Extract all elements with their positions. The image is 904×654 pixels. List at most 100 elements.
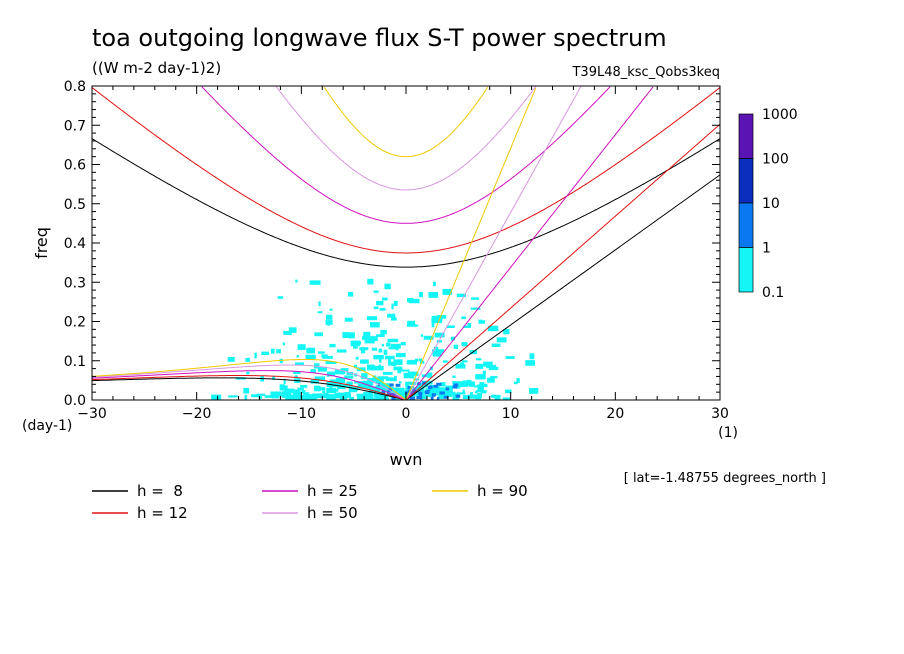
spectrum-cell xyxy=(297,387,304,391)
spectrum-cell xyxy=(309,280,321,285)
spectrum-cell xyxy=(367,397,376,400)
spectrum-cell xyxy=(406,323,416,327)
spectrum-cell xyxy=(487,325,499,332)
spectrum-cell xyxy=(379,357,382,363)
spectrum-cell xyxy=(264,395,275,398)
spectrum-cell xyxy=(348,291,354,297)
spectrum-cell xyxy=(356,367,366,372)
spectrum-cell xyxy=(319,387,326,391)
spectrum-cell xyxy=(478,319,483,324)
spectrum-cell xyxy=(356,397,365,400)
spectrum-cell xyxy=(482,383,488,388)
spectrum-cell xyxy=(431,315,443,321)
spectrum-cell xyxy=(387,338,399,343)
spectrum-cell xyxy=(325,320,333,325)
spectrum-cell xyxy=(346,381,353,386)
spectrum-cell xyxy=(388,361,396,366)
spectrum-cell xyxy=(373,306,379,310)
spectrum-cell xyxy=(456,392,466,395)
spectrum-cell-strong xyxy=(388,387,392,391)
spectrum-cell xyxy=(398,381,402,384)
spectrum-cell xyxy=(342,332,351,339)
spectrum-cell xyxy=(428,389,439,393)
spectrum-cell xyxy=(277,296,284,299)
spectrum-cell xyxy=(423,335,434,340)
colorbar-swatch xyxy=(738,202,754,248)
spectrum-cell xyxy=(487,377,495,383)
spectrum-cell xyxy=(254,352,257,359)
spectrum-cell-strong xyxy=(387,393,393,397)
spectrum-cell xyxy=(392,362,397,367)
spectrum-cell xyxy=(442,288,452,295)
spectrum-cell xyxy=(383,349,388,355)
spectrum-cell xyxy=(452,375,456,378)
spectrum-cell xyxy=(496,337,507,343)
spectrum-cell xyxy=(281,392,292,398)
spectrum-cell xyxy=(376,300,384,306)
spectrum-cell xyxy=(462,380,471,385)
colorbar-label: 1 xyxy=(762,241,771,257)
spectrum-cell xyxy=(505,389,512,394)
spectrum-cell xyxy=(243,387,250,394)
spectrum-cell xyxy=(291,390,296,394)
spectrum-cell xyxy=(286,396,290,399)
y-tick-label: 0.0 xyxy=(64,393,86,409)
spectrum-cell xyxy=(384,283,391,290)
spectrum-cell xyxy=(529,353,535,360)
spectrum-cell xyxy=(421,380,433,385)
spectrum-cell xyxy=(377,376,389,380)
chart-title: toa outgoing longwave flux S-T power spe… xyxy=(92,24,667,52)
spectrum-cell xyxy=(360,349,366,354)
spectrum-cell xyxy=(477,393,482,398)
kelvin-curve-h90 xyxy=(405,87,537,401)
spectrum-cell xyxy=(294,362,305,366)
spectrum-cell xyxy=(458,382,468,387)
spectrum-cell xyxy=(427,372,433,378)
spectrum-cell xyxy=(382,297,388,301)
spectrum-cell xyxy=(325,361,337,365)
spectrum-cell xyxy=(450,336,455,341)
spectrum-cell xyxy=(227,356,235,362)
spectrum-cell xyxy=(364,339,375,344)
spectrum-cell xyxy=(462,395,469,400)
spectrum-cell xyxy=(440,382,446,387)
spectrum-cell xyxy=(378,364,381,367)
spectrum-cell xyxy=(394,387,405,393)
spectrum-cell xyxy=(400,342,406,346)
spectrum-cell xyxy=(469,381,474,385)
spectrum-cell xyxy=(387,359,392,364)
spectrum-cell xyxy=(380,329,387,335)
spectrum-cell xyxy=(432,350,442,357)
spectrum-cell xyxy=(292,392,298,397)
spectrum-cell xyxy=(431,322,435,328)
colorbar-swatch xyxy=(738,158,754,204)
spectrum-cell xyxy=(502,397,511,400)
x-tick-label: 20 xyxy=(606,406,624,422)
spectrum-cell-strong xyxy=(428,386,432,390)
spectrum-cell xyxy=(375,394,387,400)
spectrum-cell xyxy=(462,389,465,394)
spectrum-cell xyxy=(405,387,414,392)
spectrum-cell-strong xyxy=(424,390,429,394)
y-tick-label: 0.8 xyxy=(64,79,86,95)
spectrum-cell-strong xyxy=(391,396,396,400)
y-tick-label: 0.1 xyxy=(64,354,86,370)
axis-ticks: −30 −20 −10 0 10 20 30 0.0 0.1 0.2 0.3 0.4 0.5 0.6 0.7… xyxy=(64,79,729,422)
spectrum-cell xyxy=(373,365,384,371)
spectrum-cell xyxy=(317,366,328,372)
spectrum-cell-strong xyxy=(389,383,394,387)
chart-subtitle: ((W m-2 day-1)2) xyxy=(92,59,221,77)
spectrum-cell-strong xyxy=(422,381,427,385)
spectrum-cell xyxy=(483,361,493,367)
spectrum-cell xyxy=(413,378,420,381)
spectrum-cell xyxy=(473,385,483,388)
spectrum-cell-strong xyxy=(445,387,450,391)
inertio-gravity-curve-h50 xyxy=(275,86,537,191)
spectrum-cell-strong xyxy=(409,396,415,400)
spectrum-cell xyxy=(436,340,443,343)
spectrum-cell xyxy=(270,391,282,397)
spectrum-cell xyxy=(378,382,385,388)
spectrum-cell xyxy=(481,320,485,324)
spectrum-cell xyxy=(406,361,415,364)
spectrum-cell xyxy=(283,330,292,335)
